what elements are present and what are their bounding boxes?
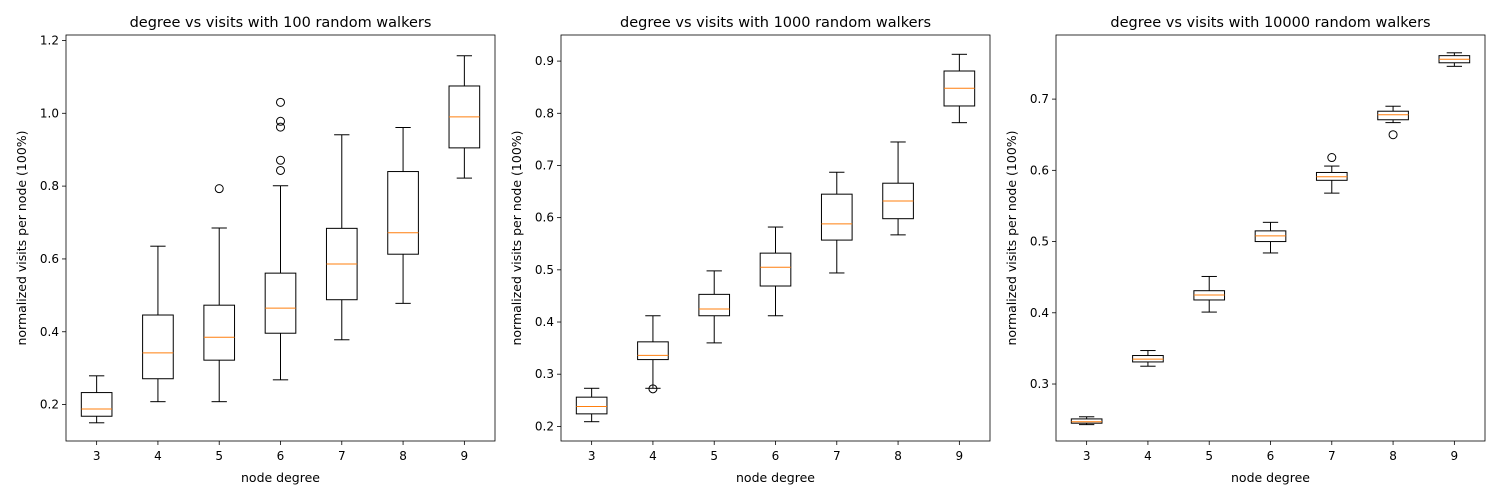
y-tick-label: 0.5 xyxy=(1030,235,1049,249)
flier-point xyxy=(214,184,224,194)
y-tick-label: 0.4 xyxy=(40,325,59,339)
chart-title: degree vs visits with 100 random walkers xyxy=(130,15,432,31)
box-5 xyxy=(698,270,731,344)
y-tick-label: 0.6 xyxy=(535,211,554,225)
x-axis-label: node degree xyxy=(1231,470,1310,485)
x-tick-label: 6 xyxy=(772,449,780,463)
box-4 xyxy=(1132,350,1164,367)
x-tick-label: 4 xyxy=(154,449,162,463)
flier-point xyxy=(276,122,285,132)
chart-title: degree vs visits with 10000 random walke… xyxy=(1110,15,1430,31)
flier-point xyxy=(1327,153,1337,163)
axes-frame xyxy=(65,34,496,442)
box-7 xyxy=(325,134,358,341)
flier-point xyxy=(648,384,658,394)
box-6 xyxy=(264,97,297,381)
x-tick-label: 7 xyxy=(1328,449,1336,463)
box-4 xyxy=(637,315,669,394)
y-tick-label: 0.5 xyxy=(535,263,554,277)
x-tick-label: 4 xyxy=(649,449,657,463)
iqr-box xyxy=(759,252,792,287)
x-tick-label: 8 xyxy=(1389,449,1397,463)
x-tick-label: 8 xyxy=(894,449,902,463)
y-tick-label: 0.2 xyxy=(40,398,59,412)
x-tick-label: 3 xyxy=(588,449,596,463)
x-axis-label: node degree xyxy=(241,470,320,485)
iqr-box xyxy=(1377,110,1409,121)
axes-frame xyxy=(560,34,991,442)
box-9 xyxy=(1438,52,1471,67)
box-7 xyxy=(1315,153,1348,194)
y-axis-label: normalized visits per node (100%) xyxy=(14,130,29,345)
x-tick-label: 8 xyxy=(399,449,407,463)
box-3 xyxy=(80,375,113,424)
y-tick-label: 0.8 xyxy=(40,179,59,193)
y-tick-label: 0.4 xyxy=(535,315,554,329)
iqr-box xyxy=(264,272,297,334)
y-tick-label: 1.2 xyxy=(40,33,59,47)
box-9 xyxy=(943,53,976,124)
iqr-box xyxy=(387,171,419,255)
x-tick-label: 5 xyxy=(1205,449,1213,463)
x-axis-label: node degree xyxy=(736,470,815,485)
box-3 xyxy=(1070,416,1103,426)
box-9 xyxy=(448,55,481,179)
x-tick-label: 4 xyxy=(1144,449,1152,463)
x-tick-label: 7 xyxy=(338,449,346,463)
y-axis-label: normalized visits per node (100%) xyxy=(1004,130,1019,345)
x-tick-label: 6 xyxy=(277,449,285,463)
iqr-box xyxy=(698,293,731,317)
box-7 xyxy=(820,171,853,274)
iqr-box xyxy=(80,392,113,417)
box-3 xyxy=(575,387,608,423)
iqr-box xyxy=(1070,418,1103,424)
chart-title: degree vs visits with 1000 random walker… xyxy=(620,15,931,31)
iqr-box xyxy=(820,193,853,241)
y-tick-label: 0.6 xyxy=(1030,163,1049,177)
x-tick-label: 9 xyxy=(1451,449,1459,463)
y-tick-label: 0.2 xyxy=(535,419,554,433)
box-8 xyxy=(882,141,914,236)
box-6 xyxy=(1254,221,1287,254)
x-tick-label: 9 xyxy=(956,449,964,463)
flier-point xyxy=(276,116,285,126)
x-tick-label: 7 xyxy=(833,449,841,463)
box-8 xyxy=(1377,105,1409,140)
box-5 xyxy=(1193,275,1226,313)
y-tick-label: 0.7 xyxy=(1030,92,1049,106)
y-tick-label: 0.3 xyxy=(535,367,554,381)
box-8 xyxy=(387,126,419,304)
iqr-box xyxy=(637,341,669,361)
y-tick-label: 0.3 xyxy=(1030,377,1049,391)
flier-point xyxy=(276,155,285,165)
y-axis-label: normalized visits per node (100%) xyxy=(509,130,524,345)
chart-panel-2: degree vs visits with 1000 random walker… xyxy=(509,15,991,485)
y-tick-label: 0.7 xyxy=(535,158,554,172)
x-tick-label: 6 xyxy=(1267,449,1275,463)
y-tick-label: 0.4 xyxy=(1030,306,1049,320)
flier-point xyxy=(1388,130,1398,140)
box-6 xyxy=(759,226,792,317)
x-tick-label: 3 xyxy=(93,449,101,463)
chart-panel-3: degree vs visits with 10000 random walke… xyxy=(1004,15,1486,485)
x-tick-label: 5 xyxy=(710,449,718,463)
iqr-box xyxy=(575,396,608,415)
x-tick-label: 5 xyxy=(215,449,223,463)
y-tick-label: 0.8 xyxy=(535,106,554,120)
flier-point xyxy=(276,165,285,175)
x-tick-label: 3 xyxy=(1083,449,1091,463)
y-tick-label: 1.0 xyxy=(40,106,59,120)
box-4 xyxy=(142,245,174,403)
x-tick-label: 9 xyxy=(461,449,469,463)
y-tick-label: 0.9 xyxy=(535,54,554,68)
chart-panel-1: degree vs visits with 100 random walkers… xyxy=(14,15,496,485)
iqr-box xyxy=(203,304,236,361)
iqr-box xyxy=(142,314,174,380)
axes-frame xyxy=(1055,34,1486,442)
y-tick-label: 0.6 xyxy=(40,252,59,266)
flier-point xyxy=(276,97,285,107)
box-5 xyxy=(203,184,236,403)
